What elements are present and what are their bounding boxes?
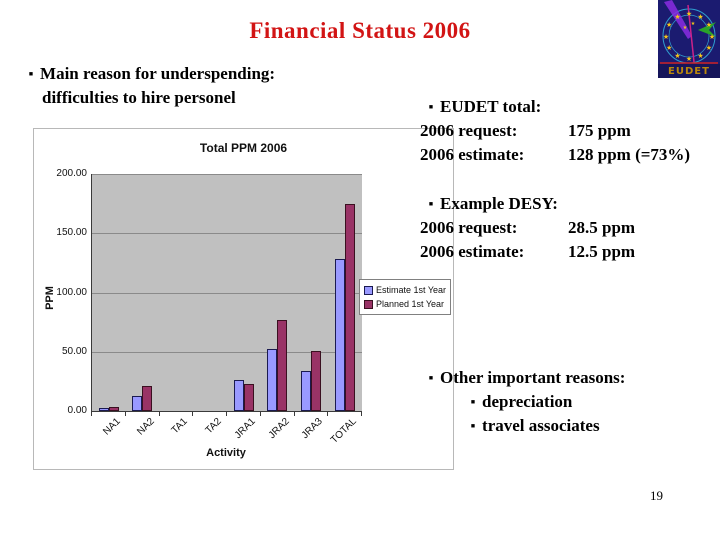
x-axis-tick — [91, 412, 92, 416]
svg-text:★: ★ — [697, 13, 703, 21]
gridline — [92, 351, 362, 353]
legend-label: Estimate 1st Year — [376, 285, 447, 295]
legend-item-planned: Planned 1st Year — [364, 297, 446, 311]
page-title: Financial Status 2006 — [249, 18, 471, 43]
eudet-logo: ★ ★ ★ ★ ★ ★ ★ ★ ★ ★ ★ ★ ★ ★ EUDET — [658, 0, 720, 78]
row-label: 2006 request: — [420, 121, 518, 140]
chart-legend: Estimate 1st Year Planned 1st Year — [359, 279, 451, 315]
bar-na1-series2 — [108, 407, 119, 411]
gridline — [92, 292, 362, 294]
bar-jra2-series1 — [267, 349, 278, 411]
row-value: 28.5 ppm — [568, 218, 636, 237]
other-reason-item: ▪ depreciation — [470, 392, 573, 411]
estimate-swatch-icon — [364, 285, 373, 295]
example-desy-block: ▪ Example DESY: 2006 request: 28.5 ppm 20… — [420, 192, 710, 264]
example-desy-heading: ▪ Example DESY: — [428, 194, 558, 213]
svg-text:★: ★ — [666, 44, 672, 52]
ppm-chart: Total PPM 2006 PPM Activity Estimate 1st… — [33, 128, 454, 470]
svg-text:★: ★ — [674, 13, 680, 21]
chart-title: Total PPM 2006 — [199, 141, 288, 155]
bullet-icon: ▪ — [28, 66, 34, 82]
svg-text:★: ★ — [697, 52, 703, 60]
bar-total-series2 — [344, 204, 355, 411]
eudet-estimate-row: 2006 estimate: 128 ppm (=73%) — [420, 143, 710, 167]
bar-jra1-series2 — [243, 384, 254, 411]
row-label: 2006 estimate: — [420, 242, 525, 261]
x-axis-tick — [259, 412, 261, 416]
legend-item-estimate: Estimate 1st Year — [364, 283, 446, 297]
x-axis-tick — [293, 412, 295, 416]
eudet-total-heading: ▪ EUDET total: — [428, 97, 542, 116]
eudet-total-block: ▪ EUDET total: 2006 request: 175 ppm 2006… — [420, 95, 710, 167]
main-reason-line2: difficulties to hire personel — [42, 88, 236, 107]
main-reason-note: ▪ Main reason for underspending: difficul… — [28, 62, 275, 110]
svg-text:★: ★ — [674, 52, 680, 60]
svg-text:★: ★ — [686, 55, 692, 63]
bar-na1-series1 — [98, 408, 109, 411]
svg-text:★: ★ — [706, 44, 712, 52]
bar-na2-series1 — [132, 396, 143, 411]
y-tick-label: 150.00 — [56, 227, 87, 239]
desy-estimate-row: 2006 estimate: 12.5 ppm — [420, 240, 710, 264]
planned-swatch-icon — [364, 299, 373, 309]
y-tick-label: 0.00 — [67, 405, 87, 416]
eudet-request-row: 2006 request: 175 ppm — [420, 119, 710, 143]
svg-text:★: ★ — [709, 33, 715, 41]
x-axis-tick — [192, 412, 194, 416]
bar-jra3-series2 — [311, 351, 321, 411]
eudet-logo-image: ★ ★★ ★★★ ★★★ ★★★ ★★ EUDET — [658, 0, 720, 78]
gridline — [92, 174, 362, 175]
desy-request-row: 2006 request: 28.5 ppm — [420, 216, 710, 240]
bullet-icon: ▪ — [428, 196, 434, 212]
svg-text:★: ★ — [683, 25, 688, 31]
row-label: 2006 estimate: — [420, 145, 525, 164]
bullet-icon: ▪ — [428, 370, 434, 386]
y-tick-label: 100.00 — [56, 286, 87, 298]
bar-na2-series2 — [142, 386, 153, 411]
other-reasons-block: ▪ Other important reasons: ▪ depreciation … — [420, 366, 710, 438]
bullet-icon: ▪ — [428, 99, 434, 115]
row-label: 2006 request: — [420, 218, 518, 237]
bar-jra2-series2 — [277, 320, 288, 411]
bar-jra1-series1 — [233, 380, 244, 411]
gridline — [92, 233, 362, 235]
bar-jra3-series1 — [301, 371, 311, 411]
other-reasons-heading: ▪ Other important reasons: — [428, 368, 626, 387]
bullet-icon: ▪ — [470, 418, 476, 434]
page-number: 19 — [650, 488, 663, 503]
x-axis-tick — [124, 412, 126, 416]
y-tick-label: 200.00 — [56, 168, 87, 179]
bullet-icon: ▪ — [470, 394, 476, 410]
plot-area — [91, 174, 362, 412]
x-axis-tick — [361, 412, 362, 416]
x-axis-title: Activity — [206, 447, 246, 459]
svg-text:★: ★ — [691, 21, 696, 27]
row-value: 128 ppm (=73%) — [568, 145, 691, 164]
eudet-logo-text: EUDET — [668, 66, 710, 77]
svg-text:★: ★ — [666, 21, 672, 29]
x-axis-tick — [158, 412, 160, 416]
row-value: 175 ppm — [568, 121, 631, 140]
row-value: 12.5 ppm — [568, 242, 636, 261]
svg-text:★: ★ — [686, 10, 692, 18]
bar-total-series1 — [334, 259, 345, 411]
other-reason-item: ▪ travel associates — [470, 416, 600, 435]
x-axis-tick — [226, 412, 227, 416]
y-tick-label: 50.00 — [61, 345, 87, 357]
legend-label: Planned 1st Year — [376, 299, 445, 309]
main-reason-line1: ▪ Main reason for underspending: — [28, 64, 276, 83]
svg-text:★: ★ — [706, 21, 712, 29]
svg-text:★: ★ — [663, 33, 669, 41]
x-axis-tick — [327, 412, 329, 416]
